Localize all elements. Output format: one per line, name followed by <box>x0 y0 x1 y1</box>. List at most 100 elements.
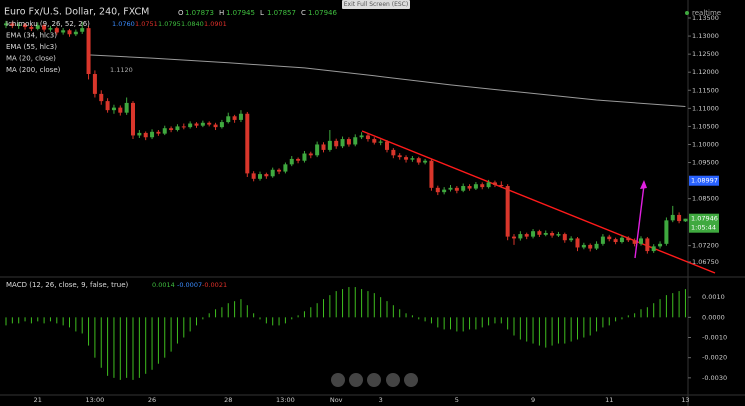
candle-body <box>594 243 599 249</box>
candle-body <box>632 240 637 244</box>
price-label: 1.07946 <box>691 215 718 223</box>
candle-body <box>505 186 510 237</box>
candle-body <box>486 182 491 188</box>
candle-body <box>423 160 428 163</box>
candle-body <box>391 149 396 156</box>
scroll-right-button[interactable] <box>404 373 418 387</box>
candle-body <box>524 234 529 237</box>
candle-body <box>512 236 516 239</box>
candle-body <box>543 233 548 235</box>
candle-body <box>181 126 186 128</box>
macd-y-tick-label: -0.0020 <box>702 354 727 362</box>
ohlc-key: C <box>301 9 306 17</box>
candle-body <box>48 28 53 30</box>
candle-body <box>340 139 345 147</box>
zoom-in-button[interactable] <box>349 373 363 387</box>
x-tick-label: 5 <box>455 396 459 404</box>
x-tick-label: Nov <box>330 396 343 404</box>
ohlc-value: 1.07946 <box>308 9 337 17</box>
status-dot <box>685 11 689 15</box>
ma200-line <box>88 54 686 107</box>
candle-body <box>327 140 332 150</box>
candle-body <box>416 158 421 163</box>
candle-body <box>118 107 123 113</box>
candle-body <box>258 174 262 179</box>
candle-body <box>518 234 523 239</box>
reset-button[interactable] <box>367 373 381 387</box>
x-tick-label: 13:00 <box>276 396 295 404</box>
exit-hint[interactable]: Exit Full Screen (ESC) <box>344 1 408 8</box>
macd-y-tick-label: -0.0010 <box>702 334 727 342</box>
candle-body <box>86 28 91 75</box>
candle-body <box>80 28 85 32</box>
candle-body <box>581 244 586 248</box>
ohlc-key: O <box>178 9 184 17</box>
candle-body <box>442 189 447 193</box>
scroll-left-button[interactable] <box>386 373 400 387</box>
candle-body <box>219 122 224 128</box>
candle-body <box>194 123 199 126</box>
candle-body <box>175 126 180 131</box>
candle-body <box>315 144 320 156</box>
candle-body <box>302 153 307 161</box>
candle-body <box>385 141 389 150</box>
x-tick-label: 11 <box>605 396 613 404</box>
candle-body <box>607 236 612 240</box>
candle-body <box>365 135 370 140</box>
candle-body <box>353 137 358 145</box>
candle-body <box>169 128 174 131</box>
candle-body <box>251 173 256 179</box>
indicator-value: 1.0760 <box>112 20 135 28</box>
y-tick-label: 1.12000 <box>692 68 719 76</box>
candle-body <box>105 101 110 111</box>
y-tick-label: 1.12500 <box>692 50 719 58</box>
indicator-value: 1.0901 <box>204 20 227 28</box>
chart-title: Euro Fx/U.S. Dollar, 240, FXCM <box>4 7 149 18</box>
candle-body <box>92 74 97 94</box>
candle-body <box>238 113 243 120</box>
candle-body <box>10 23 15 26</box>
candle-body <box>308 153 313 156</box>
y-tick-label: 1.13000 <box>692 32 719 40</box>
candle-body <box>334 140 339 147</box>
candle-body <box>264 174 269 177</box>
y-tick-label: 1.10000 <box>692 140 719 148</box>
candle-body <box>16 24 21 26</box>
candle-body <box>467 186 472 189</box>
indicator-name: MA (200, close) <box>6 66 61 74</box>
candle-body <box>359 135 364 138</box>
arrow[interactable] <box>634 184 645 259</box>
indicator-value: 1.1120 <box>110 66 133 74</box>
trend-line[interactable] <box>361 130 716 274</box>
arrow-head[interactable] <box>640 180 647 189</box>
candle-body <box>531 231 536 237</box>
price-label-box <box>689 175 719 186</box>
indicator-name: MA (20, close) <box>6 55 56 63</box>
ohlc-value: 1.07873 <box>185 9 214 17</box>
candle-body <box>397 155 402 158</box>
candle-body <box>435 187 440 193</box>
x-tick-label: 13:00 <box>86 396 105 404</box>
exit-hint-box[interactable] <box>342 0 410 9</box>
ohlc-value: 1.07945 <box>226 9 255 17</box>
candle-body <box>321 144 326 150</box>
macd-readout: 0.0014 <box>152 281 175 289</box>
y-tick-label: 1.09500 <box>692 159 719 167</box>
y-tick-label: 1.06750 <box>692 258 719 266</box>
candle-body <box>42 25 47 30</box>
x-tick-label: 13 <box>681 396 689 404</box>
candle-body <box>626 237 631 241</box>
indicator-value: 1.0795 <box>158 20 181 28</box>
x-tick-label: 28 <box>224 396 232 404</box>
candle-body <box>213 124 218 128</box>
x-tick-label: 3 <box>379 396 383 404</box>
candle-body <box>448 187 453 190</box>
candle-body <box>156 131 161 134</box>
candle-body <box>283 164 288 172</box>
candle-body <box>73 31 78 35</box>
candle-body <box>277 169 282 172</box>
x-tick-label: 9 <box>531 396 535 404</box>
ohlc-key: H <box>219 9 224 17</box>
zoom-out-button[interactable] <box>331 373 345 387</box>
